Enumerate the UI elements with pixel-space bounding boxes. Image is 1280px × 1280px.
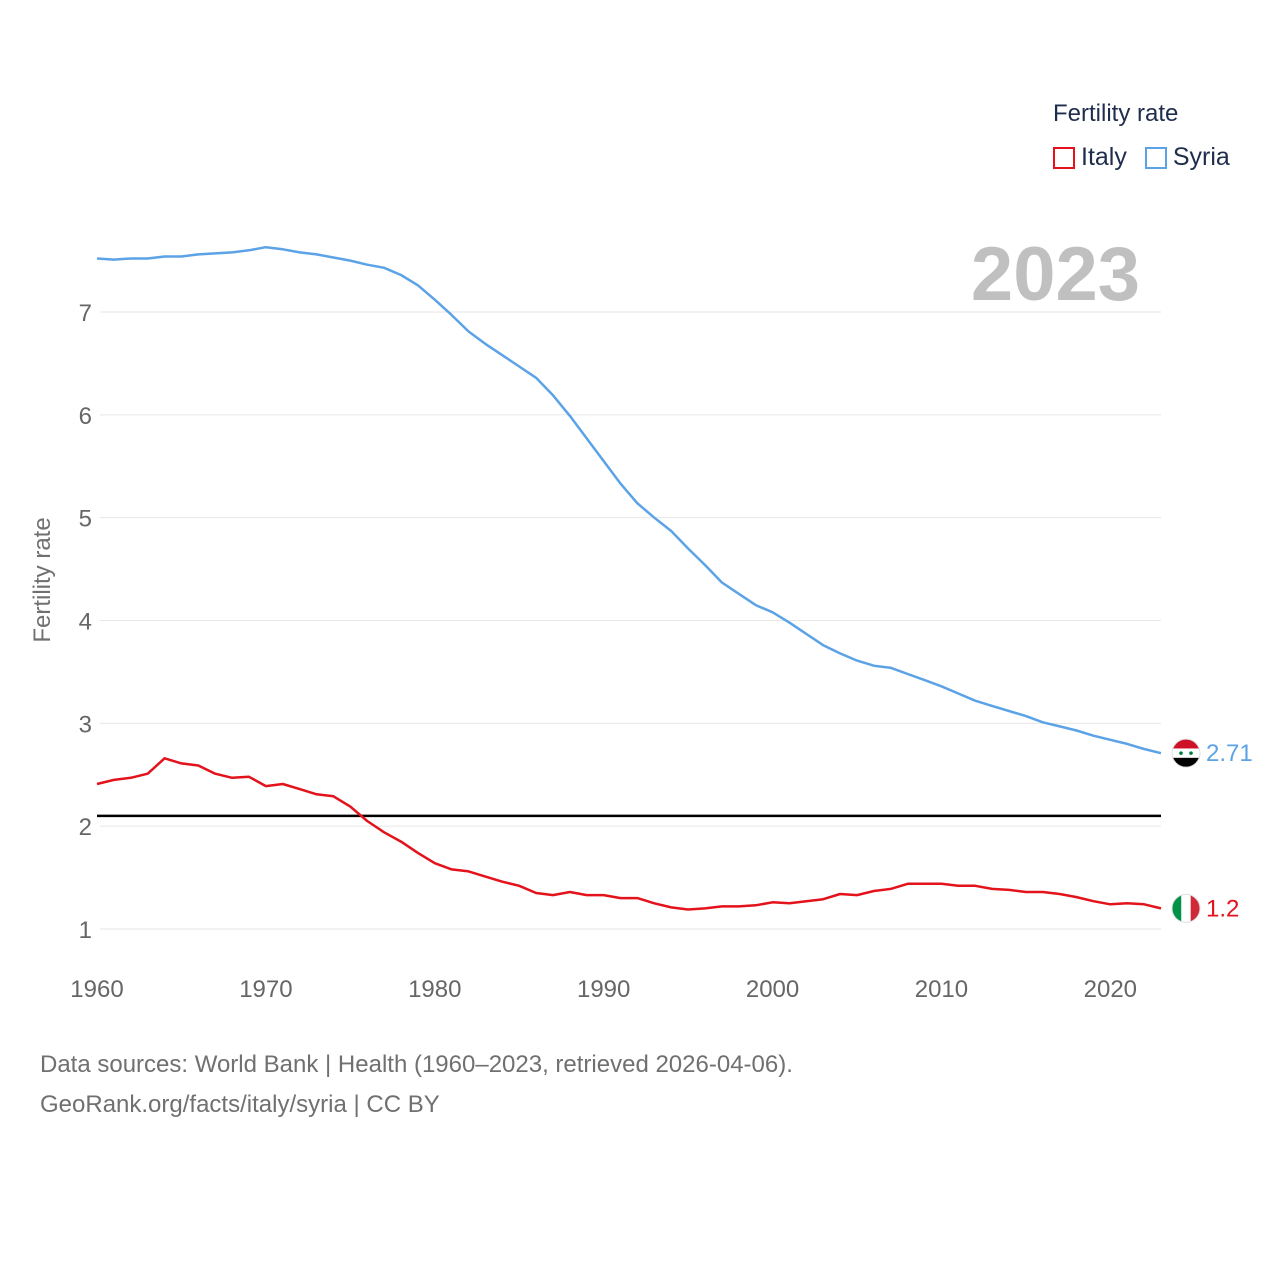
x-tick-label: 1970 (239, 976, 292, 1003)
flag-stripe-white (1172, 748, 1200, 758)
legend-swatch-italy (1053, 146, 1075, 169)
y-tick-label: 3 (79, 711, 92, 738)
year-label: 2023 (971, 232, 1140, 317)
data-sources: Data sources: World Bank | Health (1960–… (40, 1045, 793, 1125)
series-lines (96, 245, 1162, 911)
legend-label-syria: Syria (1172, 143, 1230, 171)
sources-line-1: Data sources: World Bank | Health (1960–… (40, 1051, 793, 1078)
flag-star (1189, 751, 1193, 755)
series-line-italy (96, 757, 1162, 911)
series-line-syria (96, 245, 1162, 755)
x-tick-label: 1990 (577, 976, 630, 1003)
end-markers: 2.71 1.2 (1171, 738, 1253, 923)
y-tick-label: 2 (79, 814, 92, 841)
flag-stripe-red (1190, 894, 1200, 923)
y-tick-label: 4 (79, 609, 92, 636)
flag-outline (1171, 893, 1201, 923)
x-tick-label: 2020 (1084, 976, 1137, 1003)
flag-icon-syria (1171, 738, 1201, 768)
x-tick-label: 1980 (408, 976, 461, 1003)
legend-swatch-syria (1144, 146, 1167, 169)
x-axis-ticks: 1960 1970 1980 1990 2000 2010 2020 (70, 976, 1137, 1003)
x-tick-label: 2000 (746, 976, 799, 1003)
sources-line-2[interactable]: GeoRank.org/facts/italy/syria | CC BY (40, 1091, 440, 1118)
y-axis-ticks: 1 2 3 4 5 6 7 (79, 300, 92, 944)
x-tick-label: 2010 (915, 976, 968, 1003)
y-tick-label: 1 (79, 917, 92, 944)
end-value-label-italy: 1.2 (1206, 895, 1239, 922)
end-value-label-syria: 2.71 (1206, 740, 1253, 767)
flag-stripe-green (1172, 894, 1182, 923)
flag-icon-italy (1171, 893, 1201, 923)
x-tick-label: 1960 (70, 976, 123, 1003)
grid-lines (100, 311, 1161, 930)
flag-star (1179, 751, 1183, 755)
flag-stripe-red (1172, 739, 1200, 749)
y-tick-label: 6 (79, 403, 92, 430)
y-axis-title: Fertility rate (29, 517, 56, 642)
y-tick-label: 5 (79, 506, 92, 533)
legend: Italy Syria (1053, 143, 1248, 172)
y-tick-label: 7 (79, 300, 92, 327)
legend-item-syria[interactable]: Syria (1144, 143, 1230, 172)
legend-item-italy[interactable]: Italy (1053, 143, 1127, 172)
flag-stripe-black (1172, 757, 1200, 768)
flag-outline (1171, 738, 1201, 768)
flag-stripe-white (1181, 894, 1191, 923)
legend-title: Fertility rate (1053, 100, 1179, 127)
legend-label-italy: Italy (1081, 143, 1127, 171)
